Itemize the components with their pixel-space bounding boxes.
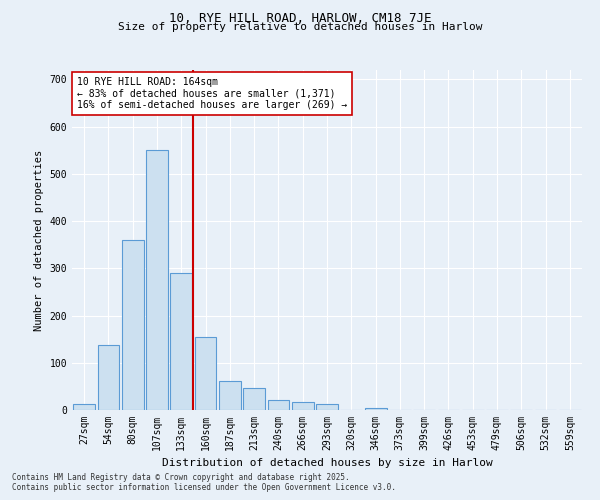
Bar xyxy=(292,402,314,410)
Bar xyxy=(146,150,168,410)
Bar xyxy=(170,273,192,410)
Bar xyxy=(365,408,386,410)
Text: Size of property relative to detached houses in Harlow: Size of property relative to detached ho… xyxy=(118,22,482,32)
Bar xyxy=(316,404,338,410)
Bar xyxy=(219,380,241,410)
X-axis label: Distribution of detached houses by size in Harlow: Distribution of detached houses by size … xyxy=(161,458,493,468)
Bar xyxy=(268,400,289,410)
Bar xyxy=(122,240,143,410)
Bar xyxy=(194,337,217,410)
Text: 10, RYE HILL ROAD, HARLOW, CM18 7JE: 10, RYE HILL ROAD, HARLOW, CM18 7JE xyxy=(169,12,431,26)
Y-axis label: Number of detached properties: Number of detached properties xyxy=(34,150,44,330)
Bar xyxy=(97,345,119,410)
Bar xyxy=(243,388,265,410)
Text: Contains public sector information licensed under the Open Government Licence v3: Contains public sector information licen… xyxy=(12,484,396,492)
Text: 10 RYE HILL ROAD: 164sqm
← 83% of detached houses are smaller (1,371)
16% of sem: 10 RYE HILL ROAD: 164sqm ← 83% of detach… xyxy=(77,77,347,110)
Text: Contains HM Land Registry data © Crown copyright and database right 2025.: Contains HM Land Registry data © Crown c… xyxy=(12,474,350,482)
Bar xyxy=(73,404,95,410)
